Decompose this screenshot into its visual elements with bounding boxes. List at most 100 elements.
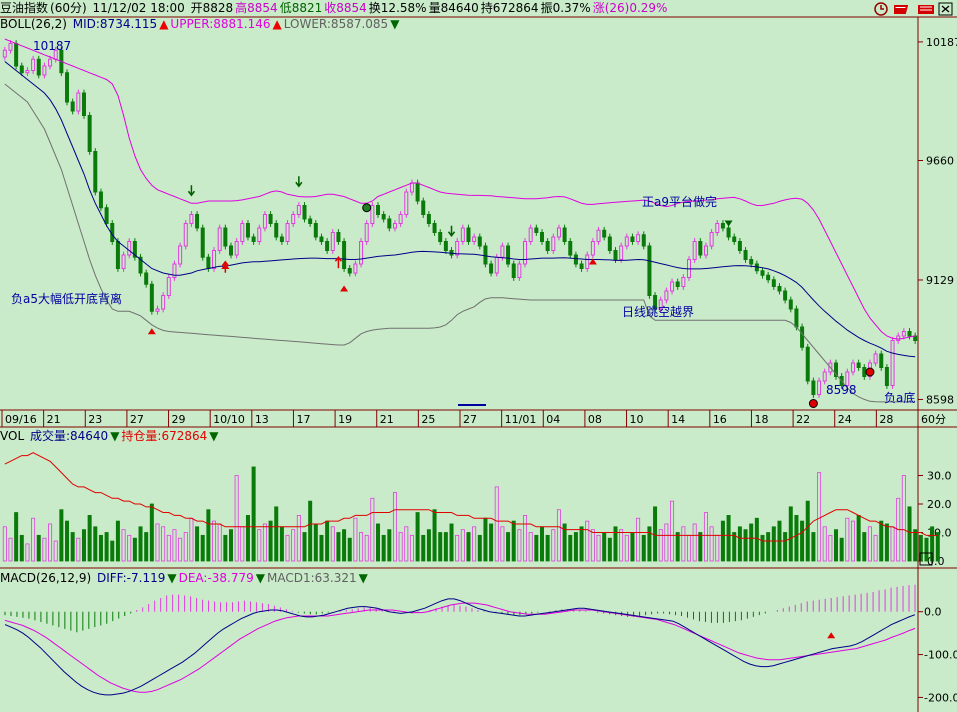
- close-icon[interactable]: [938, 2, 954, 16]
- candle-body: [42, 65, 47, 76]
- volume-bar: [432, 509, 437, 562]
- signal-dot-red: [808, 399, 818, 408]
- volume-bar: [115, 520, 120, 562]
- volume-bar: [822, 526, 827, 562]
- candle-body: [14, 43, 19, 67]
- candle-body: [161, 295, 166, 310]
- macd-macd1: MACD1:63.321: [267, 571, 357, 585]
- low-price-label: 8598: [826, 383, 857, 397]
- date-axis-label: 14: [671, 413, 685, 426]
- candle-body: [879, 353, 884, 368]
- candle-body: [415, 182, 420, 202]
- volume-bar: [8, 537, 13, 562]
- book-icon[interactable]: [891, 2, 910, 16]
- volume-bar: [573, 532, 578, 562]
- volume-bar: [856, 515, 861, 562]
- volume-bar: [138, 526, 143, 562]
- volume-bar: [907, 506, 912, 562]
- volume-bar: [415, 512, 420, 562]
- volume-bar: [698, 532, 703, 562]
- volume-bar: [624, 534, 629, 562]
- volume-bar: [732, 532, 737, 562]
- candle-body: [523, 241, 528, 265]
- volume-bar: [409, 534, 414, 562]
- candle-body: [268, 214, 273, 224]
- clock-back-icon[interactable]: [873, 2, 889, 16]
- volume-bar: [805, 500, 810, 562]
- volume-bar: [53, 540, 58, 562]
- candle-body: [636, 234, 641, 242]
- macd-name: MACD(26,12,9): [0, 571, 92, 585]
- macd-axis-label: -200.0: [924, 691, 957, 704]
- volume-bar: [715, 534, 720, 562]
- volume-bar: [596, 534, 601, 562]
- candle-body: [737, 241, 742, 251]
- date-axis-label: 08: [588, 413, 602, 426]
- date-axis-label: 28: [879, 413, 893, 426]
- candle-body: [771, 279, 776, 287]
- signal-dot-green: [362, 203, 372, 213]
- instrument-title: 豆油指数: [0, 1, 49, 15]
- candle-body: [777, 286, 782, 292]
- volume-bar: [359, 532, 364, 562]
- candle-body: [477, 236, 482, 247]
- volume-bar: [675, 532, 680, 562]
- candle-body: [805, 346, 810, 382]
- candle-body: [432, 223, 437, 233]
- candle-body: [98, 191, 103, 209]
- date-axis-label: 25: [421, 413, 435, 426]
- volume-bar: [901, 475, 906, 562]
- price-axis-label: 10187: [926, 36, 957, 49]
- volume-bar: [641, 534, 646, 562]
- macd-dea: DEA:-38.779: [178, 571, 254, 585]
- volume-bar: [364, 534, 369, 562]
- boll-upper-line: [4, 38, 916, 340]
- date-axis-label: 10: [630, 413, 644, 426]
- volume-bar: [262, 523, 267, 562]
- boll-legend: BOLL(26,2) MID:8734.115 ▲ UPPER:8881.146 ▲ L…: [0, 17, 400, 31]
- dea-line: [4, 602, 916, 693]
- up-arrow-marker: [221, 260, 229, 273]
- volume-bar: [913, 529, 918, 562]
- candle-body: [195, 214, 200, 229]
- sell-signal-marker: [724, 220, 733, 227]
- down-arrow-marker: [447, 225, 456, 237]
- volume-bar: [223, 534, 228, 562]
- volume-bar: [664, 523, 669, 562]
- volume-bar: [370, 497, 375, 562]
- candle-body: [460, 227, 465, 242]
- candle-body: [166, 277, 171, 296]
- candle-body: [251, 236, 256, 242]
- candle-body: [330, 232, 335, 251]
- volume-bar: [890, 526, 895, 562]
- candle-body: [240, 223, 245, 242]
- macd-diff: DIFF:-7.119: [96, 571, 166, 585]
- candle-body: [189, 214, 194, 224]
- candle-body: [811, 380, 816, 395]
- volume-bar: [183, 532, 188, 562]
- candle-body: [302, 205, 307, 220]
- date-axis-label: 27: [130, 413, 144, 426]
- candle-body: [743, 250, 748, 260]
- volume-bar: [132, 537, 137, 562]
- volume-bar: [845, 517, 850, 562]
- close-value: 收8854: [324, 1, 367, 15]
- volume-bar: [800, 520, 805, 562]
- candle-body: [788, 299, 793, 310]
- volume-bar: [59, 509, 64, 562]
- volume-bar: [65, 520, 70, 562]
- volume-bar: [539, 526, 544, 562]
- volume-bar: [449, 523, 454, 562]
- price-axis-label: 9660: [926, 155, 954, 168]
- flag-icon[interactable]: [917, 2, 934, 16]
- volume-bar: [528, 532, 533, 562]
- date-axis-label: 23: [88, 413, 102, 426]
- candle-body: [70, 101, 75, 112]
- position-line: [4, 452, 938, 542]
- diff-line: [4, 598, 916, 696]
- candle-body: [217, 227, 222, 251]
- candle-body: [500, 245, 505, 258]
- buy-signal-marker: [340, 285, 349, 292]
- volume-bar: [500, 526, 505, 562]
